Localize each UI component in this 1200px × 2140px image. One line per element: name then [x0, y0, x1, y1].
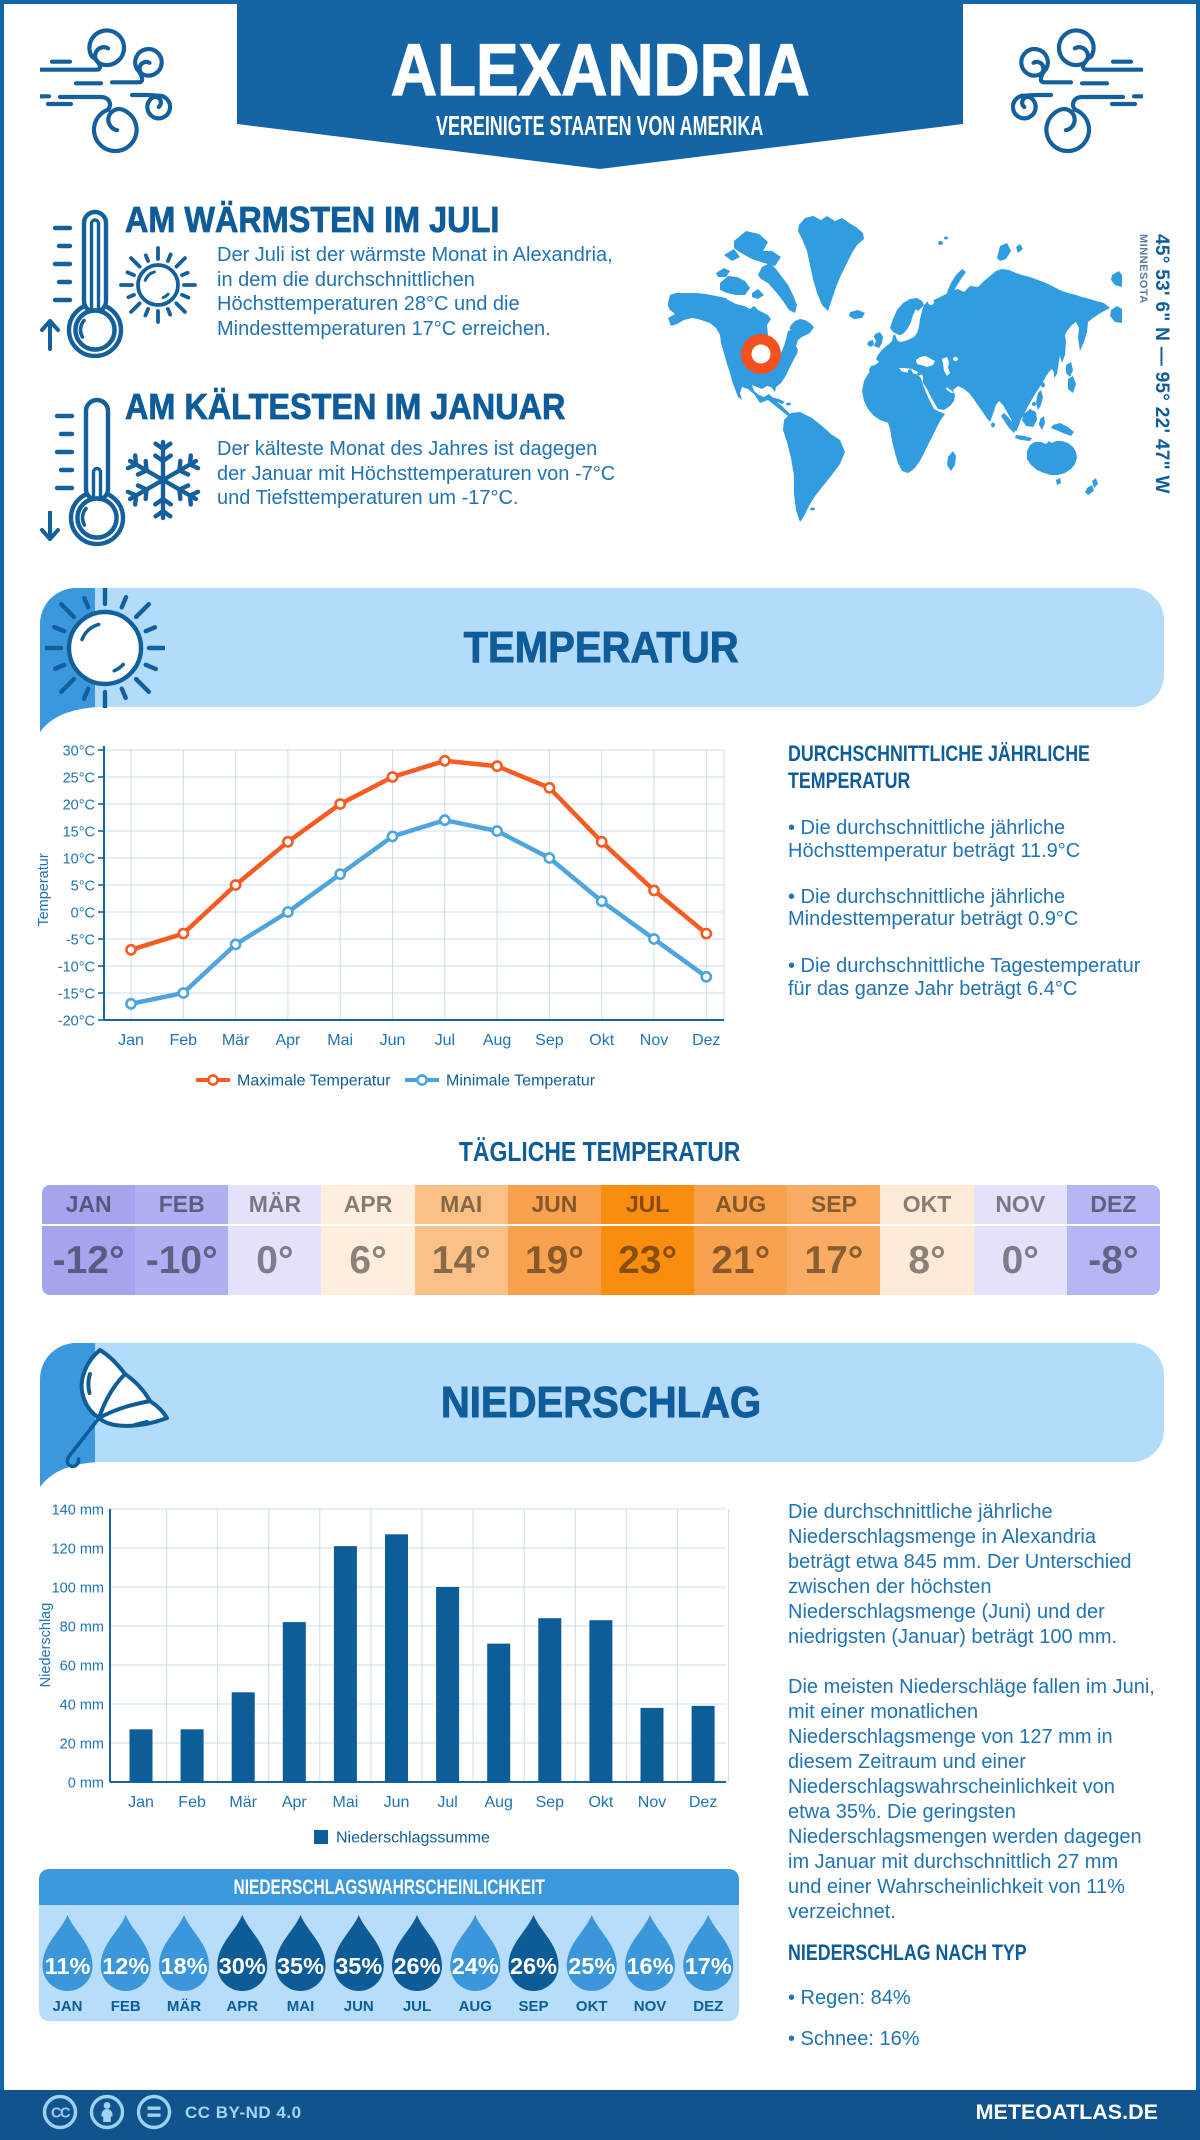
svg-text:Mai: Mai: [333, 1794, 359, 1811]
svg-text:17%: 17%: [685, 1953, 732, 1979]
svg-text:Jan: Jan: [118, 1032, 144, 1049]
svg-text:20 mm: 20 mm: [60, 1737, 104, 1753]
svg-text:DEZ: DEZ: [693, 1998, 723, 2015]
svg-text:JAN: JAN: [52, 1998, 82, 2015]
svg-text:Niederschlag: Niederschlag: [38, 1603, 54, 1688]
svg-text:Jun: Jun: [380, 1032, 406, 1049]
svg-text:100 mm: 100 mm: [52, 1581, 104, 1597]
svg-text:-15°C: -15°C: [58, 987, 95, 1003]
svg-text:Nov: Nov: [640, 1032, 668, 1049]
svg-text:Mär: Mär: [229, 1794, 257, 1811]
svg-text:Okt: Okt: [588, 1794, 613, 1811]
svg-text:Maximale Temperatur: Maximale Temperatur: [237, 1073, 391, 1090]
svg-text:Apr: Apr: [282, 1794, 308, 1811]
svg-text:0 mm: 0 mm: [68, 1776, 104, 1792]
svg-text:35%: 35%: [335, 1953, 382, 1979]
svg-text:Jun: Jun: [384, 1794, 410, 1811]
svg-text:140 mm: 140 mm: [52, 1503, 104, 1519]
svg-text:Dez: Dez: [692, 1032, 720, 1049]
svg-text:AUG: AUG: [459, 1998, 492, 2015]
svg-text:JUN: JUN: [344, 1998, 374, 2015]
svg-text:Mai: Mai: [327, 1032, 353, 1049]
svg-text:25°C: 25°C: [63, 771, 95, 787]
svg-text:CC: CC: [51, 2106, 71, 2122]
svg-text:Jul: Jul: [437, 1794, 457, 1811]
svg-text:Niederschlagssumme: Niederschlagssumme: [336, 1830, 490, 1847]
svg-text:FEB: FEB: [111, 1998, 141, 2015]
svg-text:Feb: Feb: [170, 1032, 198, 1049]
svg-text:Sep: Sep: [535, 1032, 564, 1049]
svg-text:40 mm: 40 mm: [60, 1698, 104, 1714]
svg-text:Aug: Aug: [483, 1032, 511, 1049]
svg-text:Nov: Nov: [638, 1794, 666, 1811]
svg-text:30°C: 30°C: [63, 744, 95, 760]
svg-text:MAI: MAI: [287, 1998, 315, 2015]
svg-text:-20°C: -20°C: [58, 1014, 95, 1030]
svg-text:5°C: 5°C: [71, 879, 95, 895]
svg-text:-5°C: -5°C: [66, 933, 95, 949]
svg-text:15°C: 15°C: [63, 825, 95, 841]
svg-text:JUL: JUL: [403, 1998, 431, 2015]
svg-text:Aug: Aug: [484, 1794, 512, 1811]
svg-text:35%: 35%: [277, 1953, 324, 1979]
svg-text:80 mm: 80 mm: [60, 1620, 104, 1636]
svg-text:10°C: 10°C: [63, 852, 95, 868]
svg-text:Temperatur: Temperatur: [36, 853, 52, 927]
svg-text:120 mm: 120 mm: [52, 1542, 104, 1558]
svg-text:APR: APR: [226, 1998, 258, 2015]
svg-text:Sep: Sep: [536, 1794, 565, 1811]
svg-text:11%: 11%: [45, 1953, 91, 1979]
svg-text:Mär: Mär: [222, 1032, 250, 1049]
svg-text:MÄR: MÄR: [167, 1998, 201, 2015]
svg-text:Dez: Dez: [689, 1794, 717, 1811]
svg-text:Minimale Temperatur: Minimale Temperatur: [446, 1073, 596, 1090]
svg-text:12%: 12%: [102, 1953, 149, 1979]
svg-text:Jul: Jul: [435, 1032, 455, 1049]
svg-text:SEP: SEP: [518, 1998, 548, 2015]
svg-text:20°C: 20°C: [63, 798, 95, 814]
svg-text:Okt: Okt: [589, 1032, 614, 1049]
svg-text:26%: 26%: [393, 1953, 440, 1979]
svg-text:18%: 18%: [160, 1953, 207, 1979]
svg-text:Apr: Apr: [275, 1032, 301, 1049]
svg-text:OKT: OKT: [576, 1998, 608, 2015]
svg-text:26%: 26%: [510, 1953, 557, 1979]
svg-text:60 mm: 60 mm: [60, 1659, 104, 1675]
svg-text:Jan: Jan: [128, 1794, 154, 1811]
svg-text:30%: 30%: [219, 1953, 266, 1979]
svg-text:Feb: Feb: [178, 1794, 206, 1811]
svg-text:16%: 16%: [626, 1953, 673, 1979]
svg-text:25%: 25%: [568, 1953, 615, 1979]
svg-text:-10°C: -10°C: [58, 960, 95, 976]
svg-text:24%: 24%: [452, 1953, 499, 1979]
svg-text:NOV: NOV: [634, 1998, 667, 2015]
svg-text:0°C: 0°C: [71, 906, 95, 922]
